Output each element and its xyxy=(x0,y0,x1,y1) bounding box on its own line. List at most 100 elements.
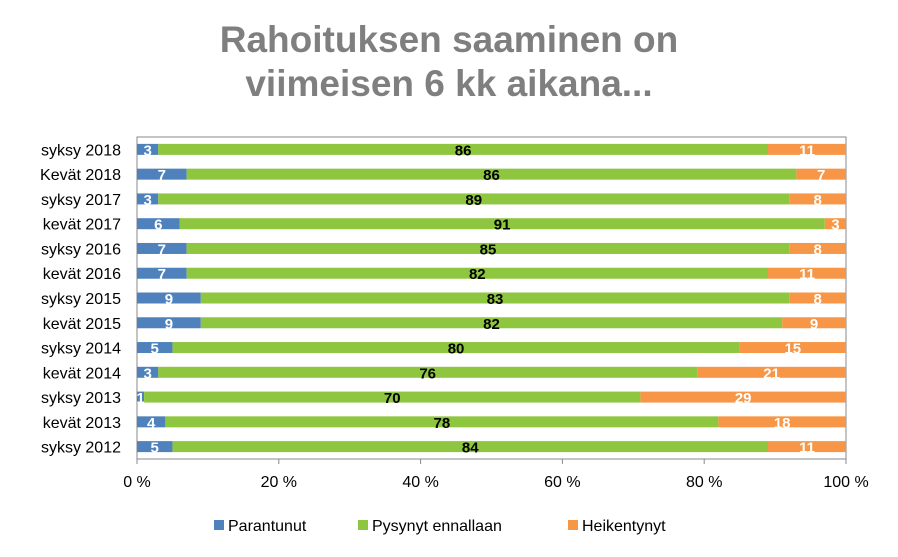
category-label: Kevät 2018 xyxy=(40,167,121,184)
x-tick-label: 20 % xyxy=(261,474,297,491)
bar-segment xyxy=(789,193,846,205)
data-label: 7 xyxy=(158,167,166,184)
category-label: syksy 2014 xyxy=(41,341,121,358)
bar-segment xyxy=(165,416,719,428)
bar-segment xyxy=(137,342,173,354)
legend-swatch xyxy=(214,520,224,530)
data-label: 80 xyxy=(448,341,465,358)
data-label: 7 xyxy=(158,241,166,258)
category-label: syksy 2016 xyxy=(41,241,121,258)
category-labels: syksy 2018 Kevät 2018 syksy 2017 kevät 2017… xyxy=(40,142,121,456)
x-tick-label: 100 % xyxy=(823,474,868,491)
bar-segment xyxy=(768,143,846,155)
data-label: 3 xyxy=(143,365,151,382)
x-tick-label: 80 % xyxy=(686,474,722,491)
category-label: syksy 2012 xyxy=(41,440,121,457)
data-label: 6 xyxy=(154,217,162,234)
data-label: 86 xyxy=(483,167,500,184)
data-label: 9 xyxy=(165,291,173,308)
data-label: 11 xyxy=(799,266,815,283)
bar-segment xyxy=(144,391,641,403)
bar-segment xyxy=(137,366,159,378)
data-label: 7 xyxy=(158,266,166,283)
data-label: 9 xyxy=(810,316,818,333)
legend-swatch xyxy=(568,520,578,530)
data-label: 70 xyxy=(384,390,401,407)
bar-segment xyxy=(137,267,187,279)
data-label: 21 xyxy=(763,365,780,382)
data-label: 3 xyxy=(143,142,151,159)
data-label: 9 xyxy=(165,316,173,333)
legend-label: Pysynyt ennallaan xyxy=(372,518,502,535)
bar-segment xyxy=(640,391,846,403)
bar-segment xyxy=(697,366,846,378)
data-label: 85 xyxy=(480,241,497,258)
bar-segment xyxy=(137,292,201,304)
legend-swatch xyxy=(358,520,368,530)
category-label: kevät 2017 xyxy=(43,217,121,234)
category-label: kevät 2015 xyxy=(43,316,121,333)
data-label: 1 xyxy=(136,390,144,407)
bar-segment xyxy=(158,143,769,155)
data-label: 8 xyxy=(813,192,821,209)
bar-segment xyxy=(137,391,145,403)
bar-segment xyxy=(768,267,846,279)
category-label: syksy 2015 xyxy=(41,291,121,308)
bar-segment xyxy=(718,416,846,428)
bar-segment xyxy=(796,168,846,180)
bar-segment xyxy=(739,342,846,354)
data-label: 15 xyxy=(784,341,801,358)
chart-title-line-2: viimeisen 6 kk aikana... xyxy=(245,63,653,104)
bar-segment xyxy=(200,292,790,304)
bar-segment xyxy=(158,366,698,378)
data-label: 76 xyxy=(419,365,436,382)
bar-segment xyxy=(137,441,173,453)
bar-segment xyxy=(137,143,159,155)
bar-segment xyxy=(137,168,187,180)
data-label: 7 xyxy=(817,167,825,184)
bar-segment xyxy=(789,292,846,304)
bar-segment xyxy=(172,441,769,453)
bars: 3 86 117 86 73 89 86 91 37 85 87 82 119 83 89 82 95 80 153… xyxy=(136,142,846,457)
legend: Parantunut Pysynyt ennallaan Heikentynyt xyxy=(214,518,666,535)
x-axis: 0 % 20 % 40 % 60 % 80 % 100 % xyxy=(123,459,869,491)
category-label: syksy 2017 xyxy=(41,192,121,209)
data-label: 89 xyxy=(465,192,482,209)
bar-segment xyxy=(137,218,180,230)
data-label: 86 xyxy=(455,142,472,159)
data-label: 29 xyxy=(735,390,752,407)
data-label: 8 xyxy=(813,291,821,308)
category-label: syksy 2018 xyxy=(41,142,121,159)
bar-segment xyxy=(789,242,846,254)
x-tick-label: 40 % xyxy=(402,474,438,491)
category-label: kevät 2014 xyxy=(43,365,121,382)
data-label: 3 xyxy=(143,192,151,209)
data-label: 83 xyxy=(487,291,504,308)
x-tick-label: 0 % xyxy=(123,474,151,491)
data-label: 18 xyxy=(774,415,791,432)
data-label: 4 xyxy=(147,415,156,432)
legend-label: Parantunut xyxy=(228,518,307,535)
bar-segment xyxy=(137,317,201,329)
chart-title-line-1: Rahoituksen saaminen on xyxy=(219,19,679,60)
data-label: 91 xyxy=(494,217,511,234)
x-tick-label: 60 % xyxy=(544,474,580,491)
bar-segment xyxy=(768,441,846,453)
data-label: 5 xyxy=(151,341,159,358)
data-label: 11 xyxy=(799,440,815,457)
bar-segment xyxy=(137,242,187,254)
data-label: 82 xyxy=(483,316,500,333)
bar-segment xyxy=(186,242,790,254)
bar-segment xyxy=(782,317,846,329)
category-label: syksy 2013 xyxy=(41,390,121,407)
category-label: kevät 2016 xyxy=(43,266,121,283)
data-label: 3 xyxy=(831,217,839,234)
bar-segment xyxy=(200,317,783,329)
bar-segment xyxy=(186,168,797,180)
legend-label: Heikentynyt xyxy=(582,518,666,535)
data-label: 8 xyxy=(813,241,821,258)
data-label: 82 xyxy=(469,266,486,283)
bar-segment xyxy=(824,218,846,230)
data-label: 11 xyxy=(799,142,815,159)
